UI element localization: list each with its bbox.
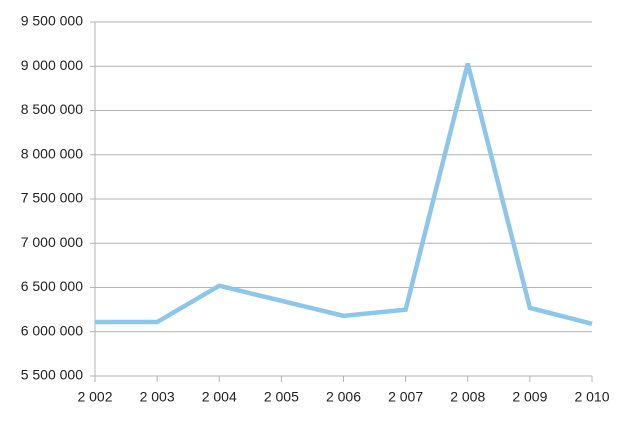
- x-tick-label: 2 007: [388, 389, 423, 405]
- y-tick-label: 9 500 000: [21, 13, 83, 29]
- x-tick-label: 2 006: [326, 389, 361, 405]
- x-tick-label: 2 003: [140, 389, 175, 405]
- y-tick-label: 7 000 000: [21, 234, 83, 250]
- x-tick-label: 2 004: [202, 389, 237, 405]
- x-tick-label: 2 010: [574, 389, 609, 405]
- y-tick-label: 8 500 000: [21, 101, 83, 117]
- y-tick-label: 7 500 000: [21, 190, 83, 206]
- line-series: [95, 63, 593, 326]
- y-tick-label: 9 000 000: [21, 57, 83, 73]
- y-tick-label: 6 500 000: [21, 278, 83, 294]
- x-tick-label: 2 009: [512, 389, 547, 405]
- y-tick-label: 8 000 000: [21, 145, 83, 161]
- x-tick-label: 2 005: [264, 389, 299, 405]
- y-tick-label: 6 000 000: [21, 322, 83, 338]
- x-tick-label: 2 008: [450, 389, 485, 405]
- x-tick-label: 2 002: [77, 389, 112, 405]
- y-tick-label: 5 500 000: [21, 367, 83, 383]
